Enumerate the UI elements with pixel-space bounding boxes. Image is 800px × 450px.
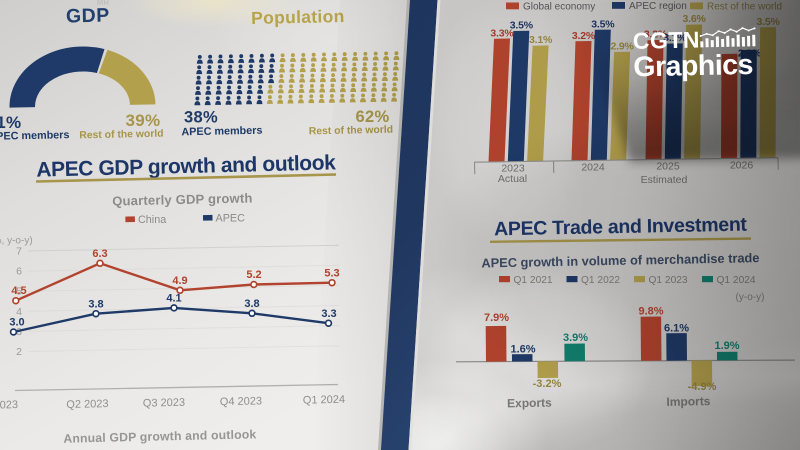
svg-text:4: 4 xyxy=(16,306,22,318)
svg-text:Rest of the world: Rest of the world xyxy=(79,129,164,142)
svg-text:APEC members: APEC members xyxy=(181,125,262,139)
svg-text:Q2 2023: Q2 2023 xyxy=(66,398,108,411)
svg-text:Q4 2023: Q4 2023 xyxy=(220,395,262,408)
svg-text:7: 7 xyxy=(16,246,22,258)
svg-text:2: 2 xyxy=(16,346,22,358)
svg-text:Graphics: Graphics xyxy=(633,49,753,83)
svg-text:4.1: 4.1 xyxy=(166,293,181,305)
svg-text:APEC: APEC xyxy=(216,213,246,225)
svg-text:3.0: 3.0 xyxy=(9,317,24,329)
svg-text:Population: Population xyxy=(251,6,345,28)
svg-text:CGTN: CGTN xyxy=(633,27,701,54)
svg-text:5: 5 xyxy=(16,286,22,298)
svg-text:MR: MR xyxy=(97,0,110,7)
svg-text:Q3 2023: Q3 2023 xyxy=(143,397,185,410)
svg-text:4.5: 4.5 xyxy=(11,285,26,297)
svg-text:5.2: 5.2 xyxy=(246,269,261,281)
svg-text:3.8: 3.8 xyxy=(88,299,103,311)
svg-text:(%, y-o-y): (%, y-o-y) xyxy=(0,236,33,247)
svg-text:Q1 2023: Q1 2023 xyxy=(0,399,18,412)
svg-text:61%: 61% xyxy=(0,113,21,132)
svg-text:China: China xyxy=(138,214,166,226)
svg-text:39%: 39% xyxy=(126,111,161,130)
svg-text:Annual GDP growth and outlook: Annual GDP growth and outlook xyxy=(63,427,256,445)
svg-text:38%: 38% xyxy=(184,109,218,127)
svg-text:6: 6 xyxy=(16,266,22,278)
svg-text:6.3: 6.3 xyxy=(92,248,107,260)
svg-text:Quarterly GDP growth: Quarterly GDP growth xyxy=(112,190,253,208)
svg-text:3.8: 3.8 xyxy=(244,298,259,310)
svg-text:APEC members: APEC members xyxy=(0,129,70,143)
svg-text:GDP: GDP xyxy=(66,5,110,28)
svg-text:4.9: 4.9 xyxy=(172,275,187,287)
